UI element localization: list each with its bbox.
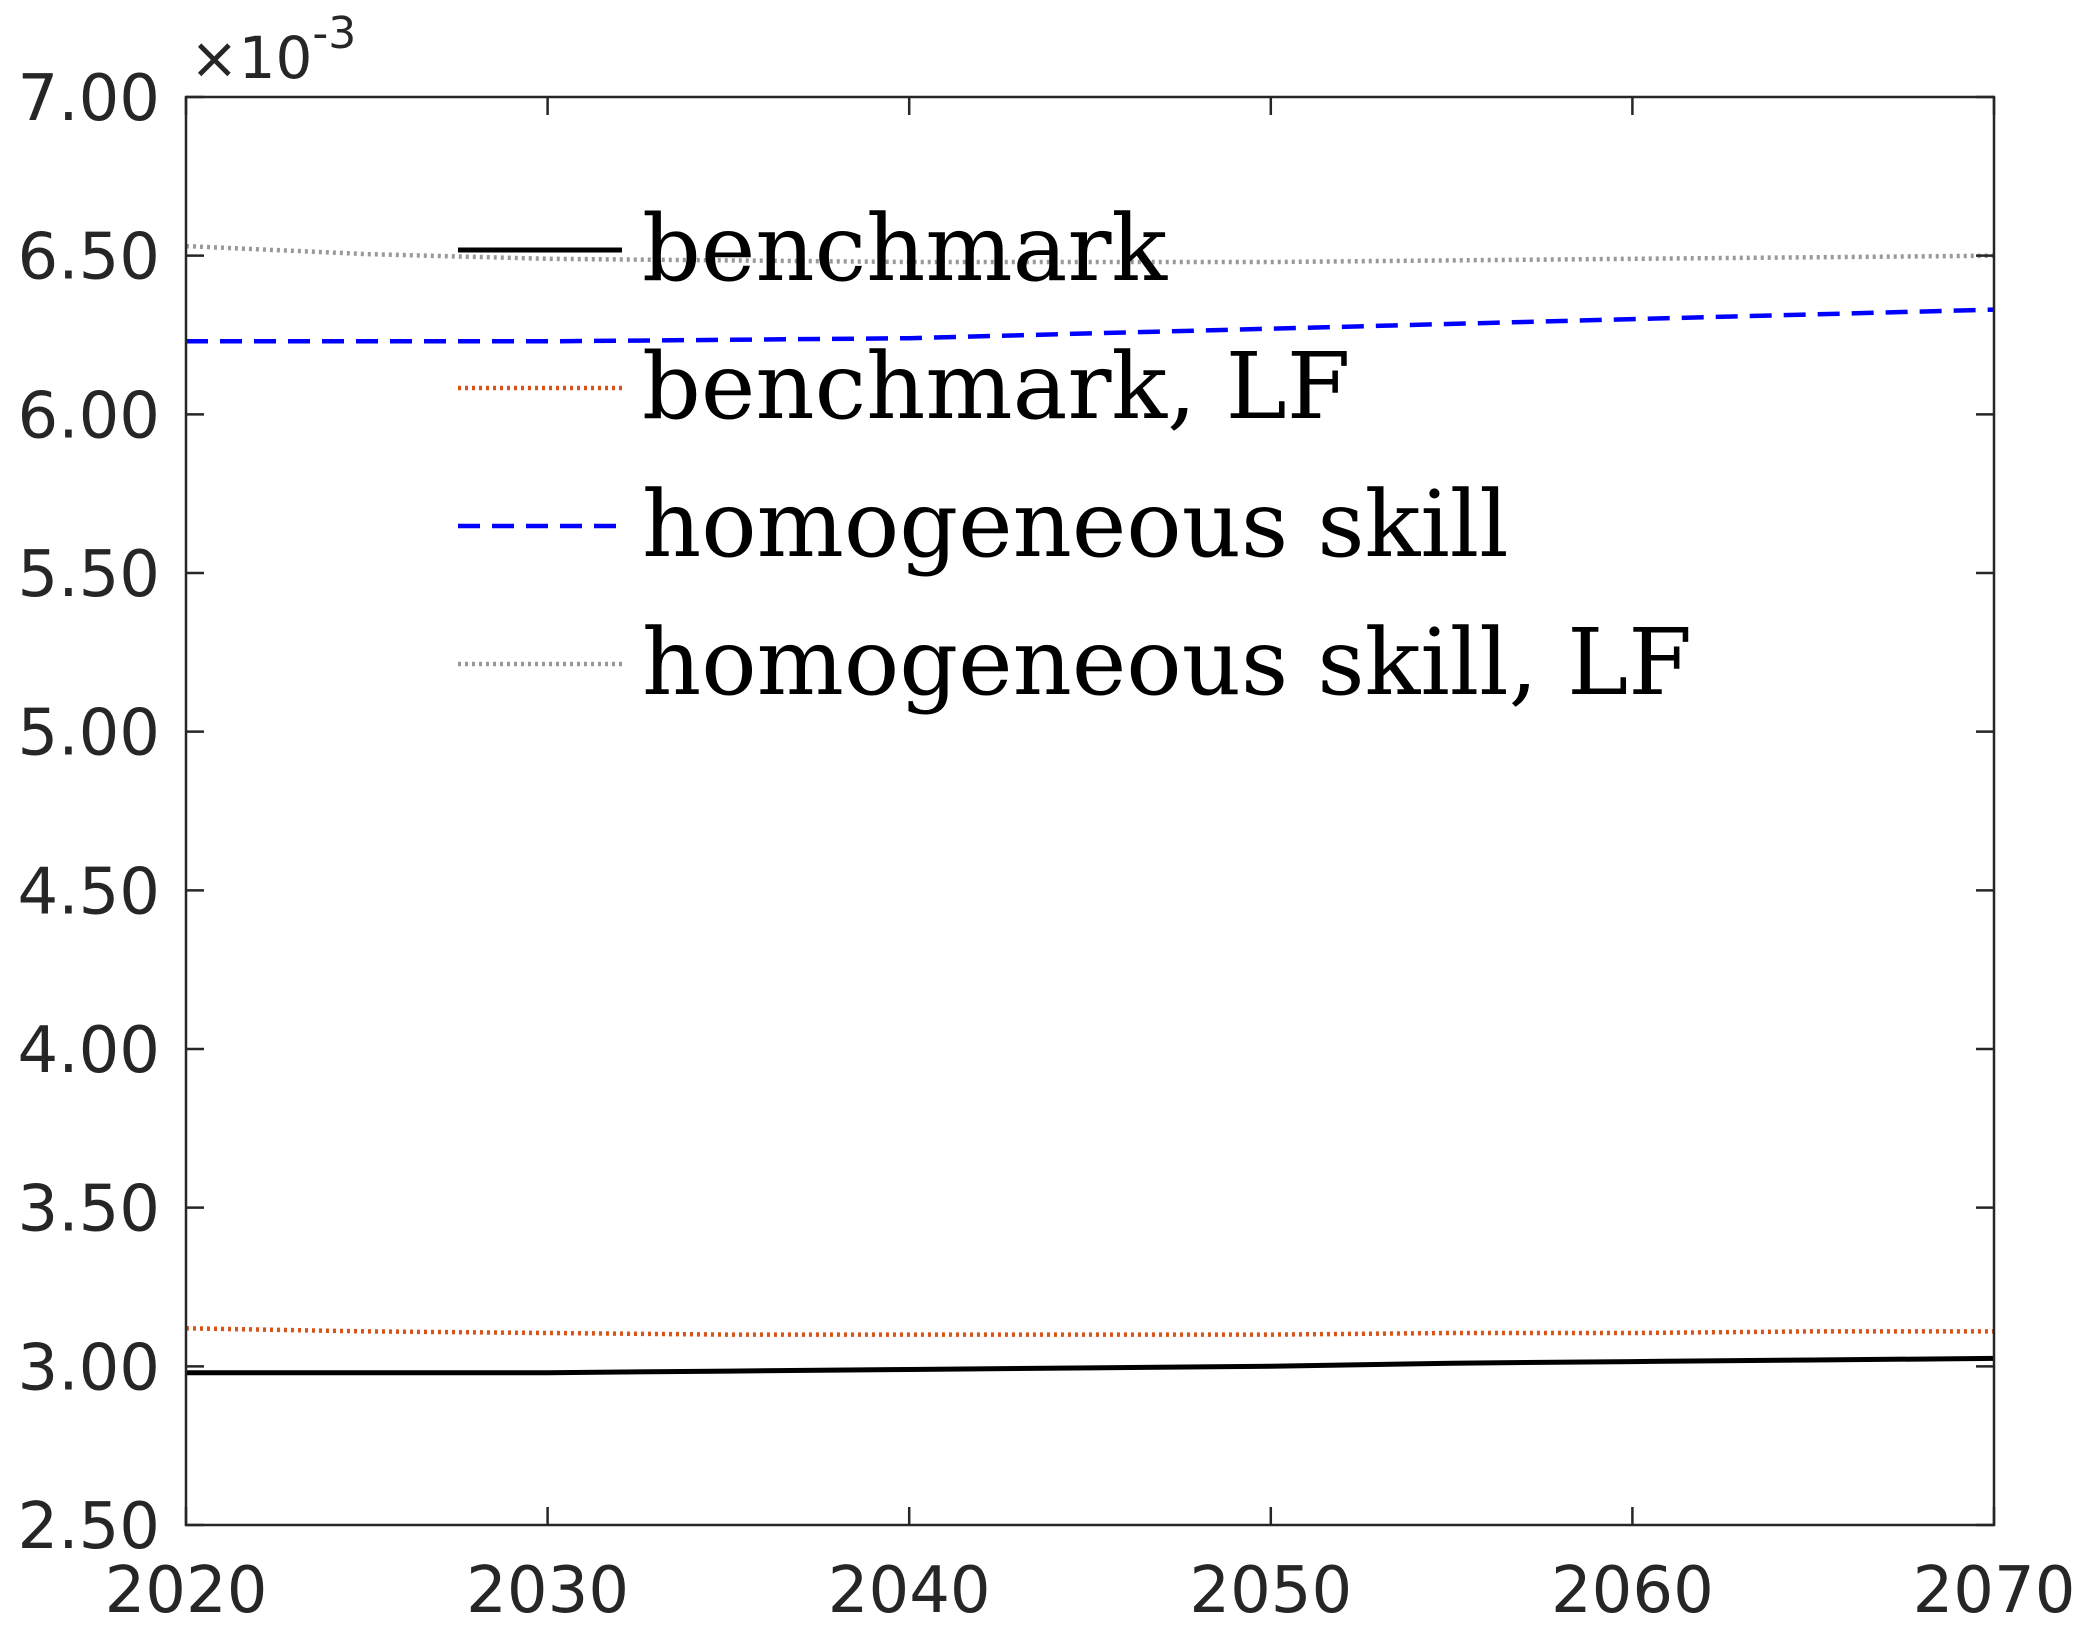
legend-label-4: homogeneous skill, LF [642,609,1692,716]
legend-label-3: homogeneous skill [642,471,1509,578]
series-line-4 [185,243,1995,265]
series-line-1 [186,1355,1995,1376]
x-tick-label: 2060 [1551,1554,1714,1622]
y-tick-label: 2.50 [18,1490,161,1564]
series-line-3 [186,307,1995,344]
y-tick-label: 3.00 [18,1331,161,1405]
x-tick-label: 2050 [1189,1554,1352,1622]
x-tick-label: 2070 [1913,1554,2076,1622]
axes-box [184,95,1996,1527]
y-tick-label: 6.50 [18,221,161,295]
x-tick-label: 2030 [466,1554,629,1622]
axes-layer: 2020 2030 2040 2050 2060 2070 2.50 3.00 3.50 4.00… [18,8,2076,1627]
x-tick-label: 2040 [828,1554,991,1622]
y-exponent-label: ×10-3 [190,8,356,92]
series-layer [185,243,1995,1376]
y-tick-label: 5.50 [18,538,161,612]
y-tick-label: 7.00 [18,62,161,136]
series-line-2 [185,1326,1994,1337]
y-tick-label: 4.00 [18,1014,161,1088]
y-exponent-power: -3 [312,8,356,59]
x-tick-label: 2020 [105,1554,268,1622]
y-tick-label: 5.00 [18,697,161,771]
legend-label-2: benchmark, LF [642,333,1351,440]
y-tick-label: 4.50 [18,855,161,929]
legend: benchmark benchmark, LF homogeneous skill h… [458,195,1692,716]
legend-label-1: benchmark [642,195,1168,302]
y-tick-label: 3.50 [18,1173,161,1247]
y-tick-label: 6.00 [18,379,161,453]
plot-area [186,97,1994,1525]
